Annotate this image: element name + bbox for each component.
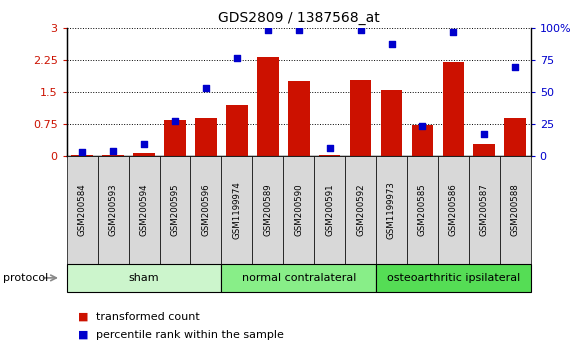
Text: GSM200589: GSM200589 [263, 183, 272, 236]
Point [108, 148, 118, 154]
Point [171, 119, 180, 124]
Bar [288, 81, 310, 156]
Text: GSM200591: GSM200591 [325, 183, 334, 236]
Text: GSM200585: GSM200585 [418, 183, 427, 236]
Point [480, 131, 489, 137]
Text: GSM200590: GSM200590 [294, 183, 303, 236]
Point [356, 27, 365, 33]
Text: percentile rank within the sample: percentile rank within the sample [96, 330, 284, 339]
Text: normal contralateral: normal contralateral [241, 273, 356, 283]
Text: ■: ■ [78, 312, 89, 322]
Point [325, 145, 334, 151]
Text: transformed count: transformed count [96, 312, 200, 322]
Text: GSM1199974: GSM1199974 [233, 181, 241, 239]
Bar [226, 105, 248, 156]
Bar [133, 153, 155, 156]
Point [294, 27, 303, 33]
Text: GDS2809 / 1387568_at: GDS2809 / 1387568_at [218, 11, 379, 25]
Bar [71, 155, 93, 156]
Bar [195, 118, 217, 156]
Text: GSM200588: GSM200588 [511, 183, 520, 236]
Bar [380, 90, 403, 156]
Text: protocol: protocol [3, 273, 48, 283]
Text: GSM200586: GSM200586 [449, 183, 458, 236]
Bar [412, 125, 433, 156]
Text: osteoarthritic ipsilateral: osteoarthritic ipsilateral [387, 273, 520, 283]
Point [263, 27, 273, 33]
Text: sham: sham [129, 273, 160, 283]
Point [449, 29, 458, 35]
Text: GSM200587: GSM200587 [480, 183, 489, 236]
Point [139, 142, 148, 147]
Text: GSM200593: GSM200593 [108, 183, 118, 236]
Bar [319, 155, 340, 156]
Point [387, 41, 396, 46]
Text: GSM200595: GSM200595 [171, 183, 179, 236]
Bar [350, 80, 371, 156]
Text: GSM200596: GSM200596 [201, 183, 211, 236]
Bar [443, 62, 464, 156]
Bar [257, 57, 278, 156]
Point [232, 55, 241, 61]
Point [78, 149, 87, 155]
Bar [505, 118, 526, 156]
Text: GSM1199973: GSM1199973 [387, 181, 396, 239]
Bar [473, 144, 495, 156]
Bar [164, 120, 186, 156]
Point [201, 85, 211, 91]
Text: ■: ■ [78, 330, 89, 339]
Point [418, 124, 427, 129]
Text: GSM200584: GSM200584 [78, 183, 86, 236]
Text: GSM200592: GSM200592 [356, 183, 365, 236]
Text: GSM200594: GSM200594 [140, 183, 148, 236]
Bar [102, 155, 124, 156]
Point [510, 64, 520, 69]
